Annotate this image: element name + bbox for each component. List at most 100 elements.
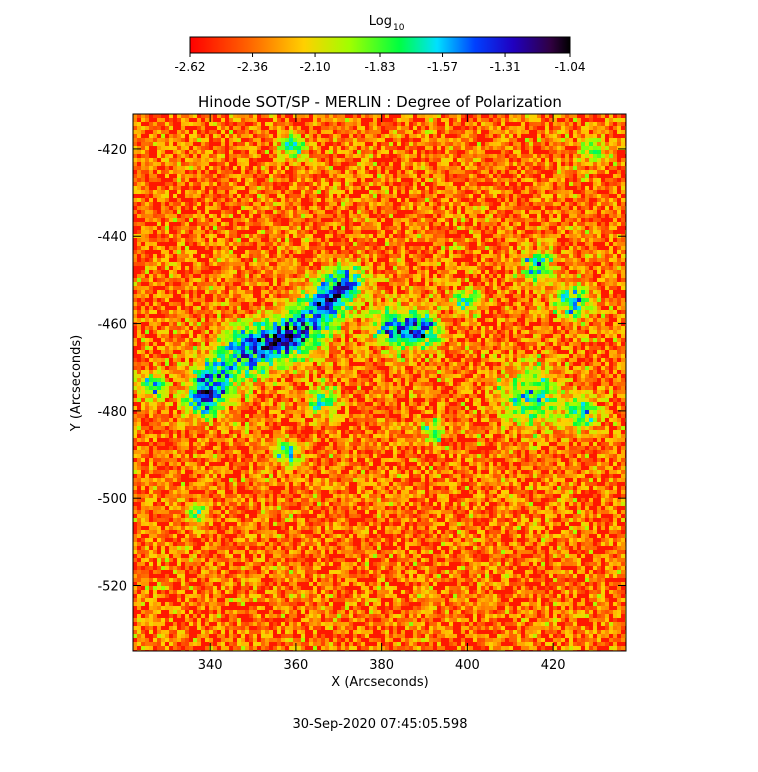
image-pixel (237, 258, 241, 262)
image-pixel (349, 214, 353, 218)
image-pixel (401, 262, 405, 266)
image-pixel (277, 154, 281, 158)
image-pixel (569, 182, 573, 186)
image-pixel (133, 278, 137, 282)
image-pixel (345, 258, 349, 262)
image-pixel (309, 198, 313, 202)
image-pixel (357, 154, 361, 158)
image-pixel (461, 162, 465, 166)
image-pixel (377, 222, 381, 226)
image-pixel (461, 278, 465, 282)
image-pixel (185, 282, 189, 286)
image-pixel (585, 282, 589, 286)
image-pixel (257, 326, 261, 330)
image-pixel (185, 246, 189, 250)
image-pixel (169, 146, 173, 150)
image-pixel (245, 282, 249, 286)
image-pixel (457, 166, 461, 170)
image-pixel (297, 294, 301, 298)
image-pixel (221, 214, 225, 218)
image-pixel (253, 122, 257, 126)
image-pixel (257, 246, 261, 250)
image-pixel (393, 126, 397, 130)
image-pixel (141, 274, 145, 278)
image-pixel (513, 114, 517, 118)
image-pixel (297, 170, 301, 174)
image-pixel (277, 126, 281, 130)
image-pixel (401, 150, 405, 154)
image-pixel (453, 310, 457, 314)
image-pixel (141, 278, 145, 282)
image-pixel (493, 298, 497, 302)
image-pixel (525, 310, 529, 314)
image-pixel (297, 150, 301, 154)
image-pixel (377, 150, 381, 154)
image-pixel (465, 158, 469, 162)
image-pixel (265, 162, 269, 166)
image-pixel (621, 306, 625, 310)
image-pixel (217, 202, 221, 206)
image-pixel (529, 210, 533, 214)
image-pixel (373, 146, 377, 150)
image-pixel (261, 222, 265, 226)
image-pixel (449, 302, 453, 306)
image-pixel (577, 210, 581, 214)
image-pixel (221, 158, 225, 162)
image-pixel (365, 314, 369, 318)
image-pixel (561, 194, 565, 198)
image-pixel (361, 310, 365, 314)
image-pixel (365, 258, 369, 262)
image-pixel (601, 114, 605, 118)
image-pixel (281, 130, 285, 134)
image-pixel (245, 162, 249, 166)
image-pixel (565, 218, 569, 222)
image-pixel (553, 190, 557, 194)
image-pixel (549, 178, 553, 182)
image-pixel (153, 138, 157, 142)
image-pixel (389, 270, 393, 274)
image-pixel (573, 158, 577, 162)
image-pixel (153, 270, 157, 274)
image-pixel (613, 314, 617, 318)
image-pixel (333, 134, 337, 138)
image-pixel (465, 314, 469, 318)
image-pixel (453, 166, 457, 170)
image-pixel (601, 282, 605, 286)
image-pixel (321, 274, 325, 278)
image-pixel (141, 222, 145, 226)
image-pixel (361, 294, 365, 298)
image-pixel (289, 238, 293, 242)
image-pixel (321, 326, 325, 330)
image-pixel (205, 146, 209, 150)
image-pixel (417, 318, 421, 322)
image-pixel (325, 186, 329, 190)
image-pixel (465, 294, 469, 298)
image-pixel (317, 302, 321, 306)
image-pixel (569, 218, 573, 222)
image-pixel (521, 270, 525, 274)
image-pixel (265, 170, 269, 174)
image-pixel (173, 310, 177, 314)
image-pixel (497, 242, 501, 246)
image-pixel (165, 138, 169, 142)
image-pixel (617, 122, 621, 126)
image-pixel (385, 122, 389, 126)
image-pixel (501, 262, 505, 266)
image-pixel (525, 186, 529, 190)
image-pixel (313, 166, 317, 170)
image-pixel (353, 230, 357, 234)
image-pixel (269, 322, 273, 326)
image-pixel (257, 162, 261, 166)
image-pixel (209, 198, 213, 202)
image-pixel (613, 258, 617, 262)
image-pixel (401, 250, 405, 254)
image-pixel (413, 266, 417, 270)
image-pixel (301, 266, 305, 270)
image-pixel (153, 178, 157, 182)
image-pixel (477, 146, 481, 150)
image-pixel (509, 170, 513, 174)
image-pixel (189, 238, 193, 242)
image-pixel (233, 278, 237, 282)
image-pixel (381, 178, 385, 182)
image-pixel (265, 166, 269, 170)
